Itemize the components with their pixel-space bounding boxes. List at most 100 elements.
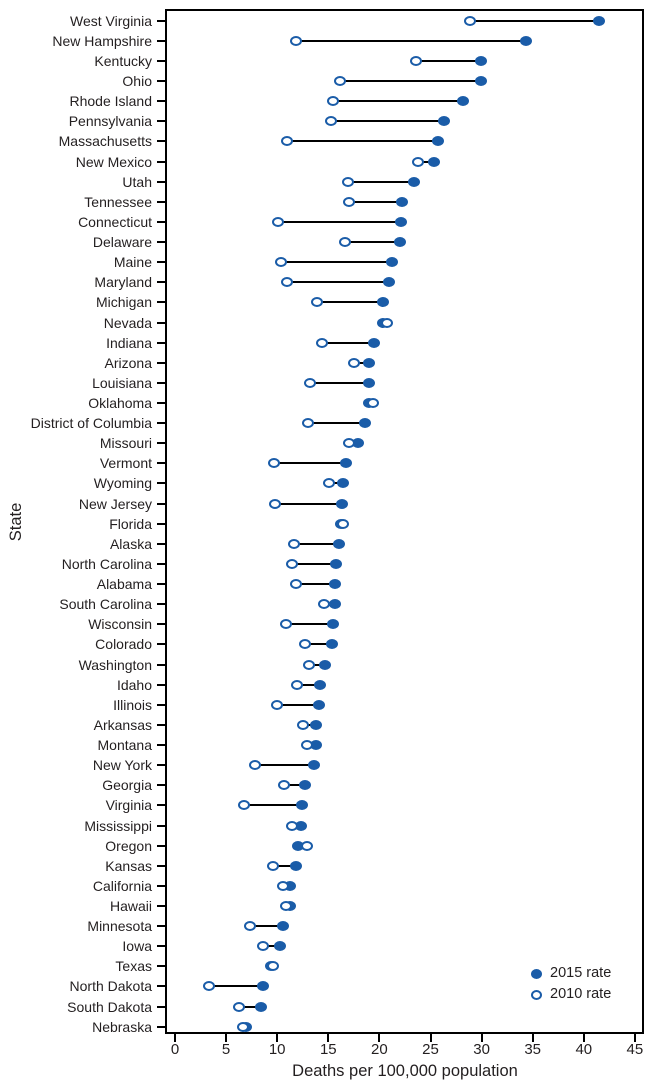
y-axis-tick [157, 1025, 165, 1028]
dumbbell-connector [239, 1005, 261, 1008]
state-label: South Dakota [67, 998, 152, 1015]
marker-2010-open [289, 35, 302, 46]
marker-2015-filled [359, 418, 372, 429]
y-axis-tick [157, 502, 165, 505]
state-label: Alaska [109, 535, 152, 552]
marker-2010-open [296, 719, 309, 730]
y-axis-tick [157, 864, 165, 867]
state-label: New York [92, 757, 152, 774]
marker-2015-filled [277, 921, 290, 932]
y-axis-tick [157, 824, 165, 827]
x-tick-label: 30 [473, 1041, 490, 1058]
marker-2015-filled [351, 438, 364, 449]
marker-2010-open [280, 900, 293, 911]
dumbbell-connector [277, 703, 320, 706]
state-label: Arkansas [93, 716, 152, 733]
marker-2010-open [285, 820, 298, 831]
dumbbell-connector [254, 764, 314, 767]
dumbbell-connector [293, 542, 339, 545]
dumbbell-connector [353, 361, 370, 364]
dumbbell-connector [273, 864, 296, 867]
y-axis-tick [157, 1005, 165, 1008]
x-axis-tick [174, 1034, 176, 1042]
dumbbell-connector [262, 945, 281, 948]
marker-2010-open [269, 498, 282, 509]
x-tick-label: 45 [626, 1041, 644, 1058]
x-tick-label: 0 [170, 1041, 180, 1058]
dumbbell-connector [278, 220, 401, 223]
marker-2010-open [243, 921, 256, 932]
marker-2015-filled [313, 699, 326, 710]
marker-2010-open [298, 639, 311, 650]
marker-2015-filled [335, 498, 348, 509]
marker-2010-open [233, 1001, 246, 1012]
state-label: Tennessee [84, 193, 152, 210]
marker-2010-open [285, 558, 298, 569]
dumbbell-connector [302, 723, 317, 726]
x-axis-tick [633, 1034, 636, 1042]
marker-2015-filled [427, 156, 440, 167]
dumbbell-connector [317, 301, 384, 304]
x-axis-tick [429, 1034, 432, 1042]
state-label: Utah [122, 173, 152, 190]
state-label: Nevada [103, 314, 152, 331]
y-axis-tick [157, 59, 165, 62]
marker-2010-open [318, 599, 331, 610]
state-label: New Hampshire [52, 32, 152, 49]
marker-2015-filled [295, 800, 308, 811]
y-axis-tick [157, 965, 165, 968]
marker-2010-open [272, 216, 285, 227]
marker-2010-open [323, 478, 336, 489]
state-label: Montana [97, 737, 152, 754]
y-axis-tick [157, 401, 165, 404]
state-label: Pennsylvania [68, 113, 152, 130]
y-axis-tick [157, 160, 165, 163]
marker-2015-filled [363, 377, 376, 388]
dumbbell-connector [295, 583, 336, 586]
state-label: Virginia [105, 797, 152, 814]
state-label: Nebraska [92, 1018, 152, 1035]
x-tick-label: 40 [575, 1041, 593, 1058]
marker-2015-filled [298, 780, 311, 791]
state-label: Ohio [122, 73, 152, 90]
state-label: Iowa [122, 938, 152, 955]
y-axis-tick [157, 603, 165, 606]
marker-2010-open [327, 96, 340, 107]
state-label: Oklahoma [88, 394, 152, 411]
marker-2010-open [290, 679, 303, 690]
legend: 2015 rate 2010 rate [531, 963, 611, 1005]
marker-2015-filled [363, 357, 376, 368]
dumbbell-connector [309, 381, 370, 384]
state-label: Texas [115, 958, 152, 975]
marker-2010-open [341, 176, 354, 187]
marker-2015-filled [326, 639, 339, 650]
state-label: South Carolina [59, 596, 152, 613]
marker-2015-filled [310, 719, 323, 730]
marker-2015-filled [382, 277, 395, 288]
dumbbell-connector [284, 784, 305, 787]
state-label: Idaho [116, 676, 152, 693]
state-label: Illinois [113, 696, 152, 713]
y-axis-tick [157, 683, 165, 686]
dumbbell-connector [331, 120, 444, 123]
legend-item-2015: 2015 rate [531, 963, 611, 984]
dumbbell-connector [295, 39, 526, 42]
dumbbell-connector [307, 422, 366, 425]
marker-2010-open [333, 76, 346, 87]
dumbbell-connector [418, 160, 434, 163]
state-label: Arizona [104, 354, 152, 371]
y-axis-tick [157, 462, 165, 465]
x-axis-tick [531, 1034, 534, 1042]
state-label: Kentucky [94, 52, 152, 69]
marker-2010-open [412, 156, 425, 167]
dumbbell-connector [344, 241, 400, 244]
state-label: Maryland [94, 274, 152, 291]
dumbbell-connector [322, 341, 375, 344]
y-axis-tick [157, 100, 165, 103]
marker-2015-filled [339, 458, 352, 469]
y-axis-tick [157, 884, 165, 887]
marker-2010-open [325, 116, 338, 127]
marker-2015-filled [291, 840, 304, 851]
y-axis-tick [157, 764, 165, 767]
marker-2010-open [342, 438, 355, 449]
